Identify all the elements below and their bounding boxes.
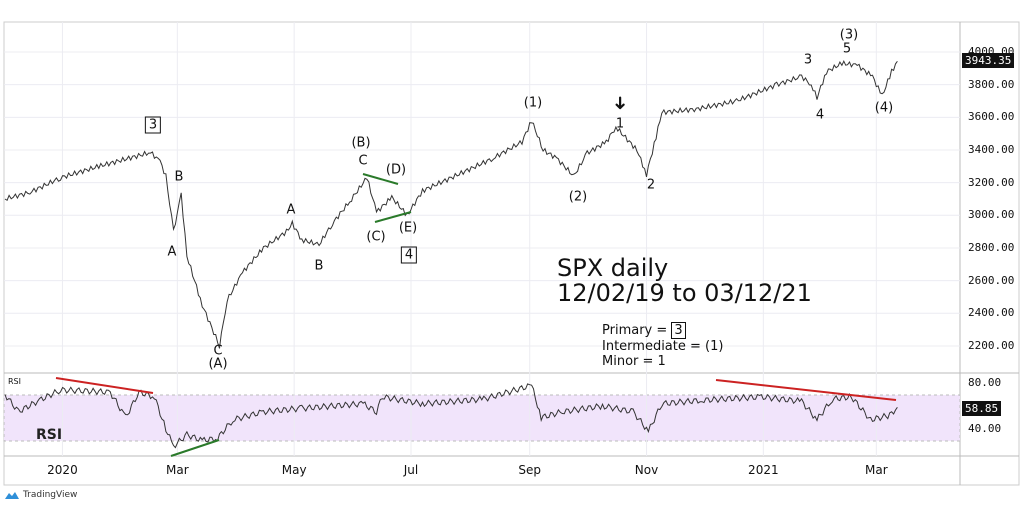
wave-label: B <box>174 169 184 185</box>
legend-primary: Primary = 3 <box>602 322 686 339</box>
time-tick-label: Jul <box>403 463 419 477</box>
rsi-tick-label: 40.00 <box>968 422 1002 435</box>
wave-label: B <box>314 258 324 274</box>
tradingview-logo[interactable]: TradingView <box>4 490 77 500</box>
legend-intermediate: Intermediate = (1) <box>602 339 724 354</box>
rsi-divergence-line-3 <box>715 379 897 401</box>
rsi-band <box>3 394 961 442</box>
wave-label: (3) <box>839 27 859 43</box>
wave-label: C <box>213 343 223 359</box>
wave-label: (1) <box>523 95 543 111</box>
time-tick-label: Nov <box>634 463 659 477</box>
price-tick-label: 2400.00 <box>968 306 1015 320</box>
price-tick-label: 2800.00 <box>968 240 1015 254</box>
legend-primary-value: 3 <box>671 322 686 339</box>
wave-label: (B) <box>351 135 371 151</box>
wave-label: 5 <box>842 41 852 57</box>
rsi-divergence-line-1 <box>55 377 154 394</box>
legend-minor: Minor = 1 <box>602 354 666 369</box>
down-arrow-icon: ➜ <box>609 95 631 111</box>
wave-label: C <box>358 153 368 169</box>
price-tick-label: 3600.00 <box>968 110 1015 124</box>
time-tick-label: 2021 <box>748 463 779 477</box>
legend-primary-label: Primary = <box>602 323 668 338</box>
last-price-tag: 3943.35 <box>962 53 1015 68</box>
wave-label: (C) <box>366 229 386 245</box>
wave-label: (D) <box>385 162 407 178</box>
rsi-panel-label: RSI <box>36 427 63 443</box>
chart-frame <box>3 21 1020 486</box>
brand-name: TradingView <box>23 490 78 500</box>
price-tick-label: 3200.00 <box>968 175 1015 189</box>
wave-label-primary-3: 3 <box>144 116 162 134</box>
wave-label: 3 <box>803 52 813 68</box>
wave-label: A <box>286 202 296 218</box>
time-tick-label: May <box>281 463 307 477</box>
chart-subtitle: 12/02/19 to 03/12/21 <box>557 279 812 307</box>
rsi-tick-label: 80.00 <box>968 376 1002 389</box>
triangle-upper-trendline <box>362 173 399 185</box>
time-tick-label: Mar <box>864 463 888 477</box>
wave-label-primary-4: 4 <box>400 246 418 264</box>
wave-label: (2) <box>568 189 588 205</box>
triangle-lower-trendline <box>374 211 412 223</box>
wave-label: (4) <box>874 100 894 116</box>
last-rsi-tag: 58.85 <box>962 401 1002 416</box>
price-tick-label: 2200.00 <box>968 338 1015 352</box>
tradingview-cloud-icon <box>5 492 19 499</box>
wave-label: (A) <box>208 356 228 372</box>
time-tick-label: 2020 <box>47 463 78 477</box>
rsi-series <box>4 383 898 449</box>
time-tick-label: Mar <box>166 463 189 477</box>
wave-label: 1 <box>615 116 625 132</box>
rsi-indicator-label: RSI <box>8 377 21 386</box>
price-tick-label: 3800.00 <box>968 77 1015 91</box>
wave-label: (E) <box>398 220 418 236</box>
price-series <box>4 60 898 349</box>
price-tick-label: 3400.00 <box>968 142 1015 156</box>
price-tick-label: 3000.00 <box>968 208 1015 222</box>
price-tick-label: 2600.00 <box>968 273 1015 287</box>
wave-label: A <box>167 244 177 260</box>
rsi-divergence-line-2 <box>170 439 220 457</box>
chart-title: SPX daily <box>557 254 669 282</box>
time-tick-label: Sep <box>518 463 542 477</box>
wave-label: 2 <box>646 177 656 193</box>
wave-label: 4 <box>815 107 825 123</box>
